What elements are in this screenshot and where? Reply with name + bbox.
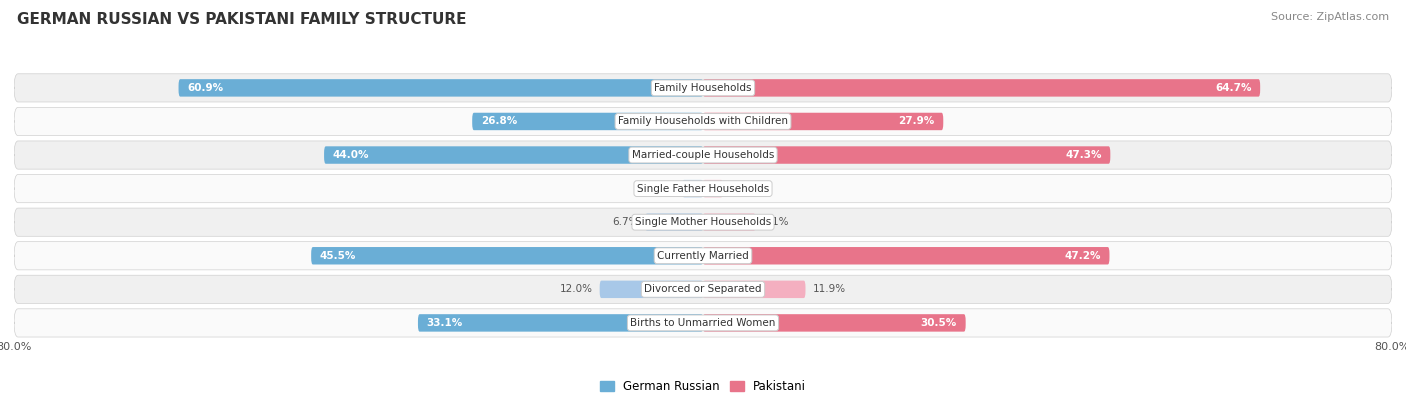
Text: 45.5%: 45.5%: [319, 251, 356, 261]
Text: Divorced or Separated: Divorced or Separated: [644, 284, 762, 294]
Text: Family Households with Children: Family Households with Children: [619, 117, 787, 126]
Text: GERMAN RUSSIAN VS PAKISTANI FAMILY STRUCTURE: GERMAN RUSSIAN VS PAKISTANI FAMILY STRUC…: [17, 12, 467, 27]
FancyBboxPatch shape: [472, 113, 703, 130]
FancyBboxPatch shape: [14, 242, 1392, 270]
Text: Married-couple Households: Married-couple Households: [631, 150, 775, 160]
FancyBboxPatch shape: [14, 175, 1392, 203]
Text: Source: ZipAtlas.com: Source: ZipAtlas.com: [1271, 12, 1389, 22]
FancyBboxPatch shape: [311, 247, 703, 265]
FancyBboxPatch shape: [14, 141, 1392, 169]
Text: 47.3%: 47.3%: [1066, 150, 1102, 160]
FancyBboxPatch shape: [703, 79, 1260, 97]
Text: Currently Married: Currently Married: [657, 251, 749, 261]
Text: 30.5%: 30.5%: [921, 318, 957, 328]
Text: 47.2%: 47.2%: [1064, 251, 1101, 261]
FancyBboxPatch shape: [14, 275, 1392, 303]
Text: 11.9%: 11.9%: [813, 284, 845, 294]
FancyBboxPatch shape: [703, 247, 1109, 265]
FancyBboxPatch shape: [703, 146, 1111, 164]
FancyBboxPatch shape: [14, 309, 1392, 337]
Text: 6.1%: 6.1%: [762, 217, 789, 227]
Text: 6.7%: 6.7%: [612, 217, 638, 227]
FancyBboxPatch shape: [14, 208, 1392, 236]
FancyBboxPatch shape: [14, 74, 1392, 102]
Text: Family Households: Family Households: [654, 83, 752, 93]
FancyBboxPatch shape: [323, 146, 703, 164]
FancyBboxPatch shape: [418, 314, 703, 332]
FancyBboxPatch shape: [703, 213, 755, 231]
FancyBboxPatch shape: [645, 213, 703, 231]
FancyBboxPatch shape: [703, 314, 966, 332]
Text: Single Father Households: Single Father Households: [637, 184, 769, 194]
Text: 12.0%: 12.0%: [560, 284, 593, 294]
Text: 64.7%: 64.7%: [1215, 83, 1251, 93]
Text: 26.8%: 26.8%: [481, 117, 517, 126]
Text: 33.1%: 33.1%: [426, 318, 463, 328]
FancyBboxPatch shape: [682, 180, 703, 198]
FancyBboxPatch shape: [703, 113, 943, 130]
Text: 2.3%: 2.3%: [730, 184, 756, 194]
Text: 44.0%: 44.0%: [333, 150, 370, 160]
FancyBboxPatch shape: [703, 180, 723, 198]
FancyBboxPatch shape: [14, 107, 1392, 135]
Text: Births to Unmarried Women: Births to Unmarried Women: [630, 318, 776, 328]
FancyBboxPatch shape: [599, 280, 703, 298]
Legend: German Russian, Pakistani: German Russian, Pakistani: [600, 380, 806, 393]
FancyBboxPatch shape: [703, 280, 806, 298]
Text: 60.9%: 60.9%: [187, 83, 224, 93]
Text: Single Mother Households: Single Mother Households: [636, 217, 770, 227]
Text: 2.4%: 2.4%: [650, 184, 675, 194]
FancyBboxPatch shape: [179, 79, 703, 97]
Text: 27.9%: 27.9%: [898, 117, 935, 126]
